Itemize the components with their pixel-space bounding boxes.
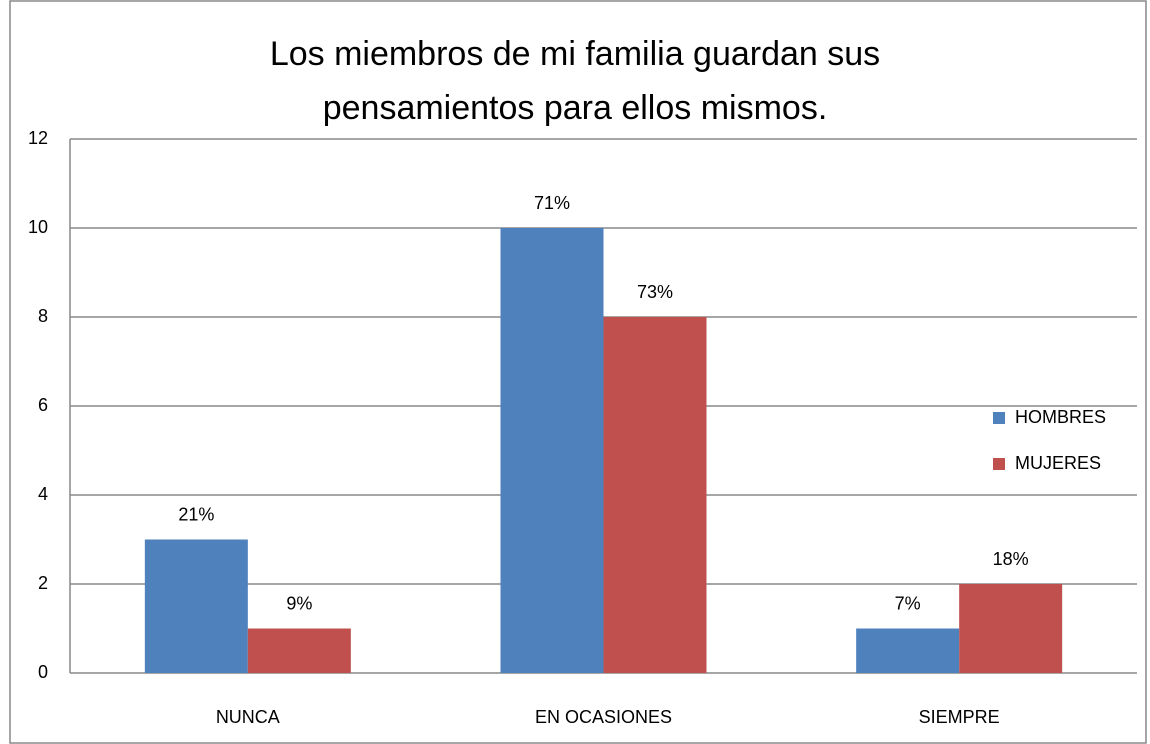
bar <box>856 628 960 673</box>
x-tick-label: EN OCASIONES <box>535 707 672 727</box>
bar <box>959 584 1063 673</box>
bar <box>603 317 707 673</box>
legend-label: MUJERES <box>1015 453 1101 473</box>
bar <box>144 539 248 673</box>
y-tick-label: 12 <box>28 128 48 148</box>
y-tick-label: 4 <box>38 484 48 504</box>
y-tick-label: 2 <box>38 573 48 593</box>
legend-label: HOMBRES <box>1015 407 1106 427</box>
x-tick-label: NUNCA <box>216 707 280 727</box>
data-label: 18% <box>993 549 1029 569</box>
data-label: 71% <box>534 193 570 213</box>
y-tick-label: 0 <box>38 662 48 682</box>
legend-swatch <box>993 458 1005 470</box>
chart-title: Los miembros de mi familia guardan sus <box>270 35 880 73</box>
bar <box>247 628 351 673</box>
data-label: 7% <box>895 593 921 613</box>
bar <box>500 228 604 673</box>
x-tick-label: SIEMPRE <box>919 707 1000 727</box>
y-tick-label: 10 <box>28 217 48 237</box>
y-tick-label: 8 <box>38 306 48 326</box>
data-label: 9% <box>286 593 312 613</box>
legend-swatch <box>993 412 1005 424</box>
chart-title: pensamientos para ellos mismos. <box>323 89 828 127</box>
y-tick-label: 6 <box>38 395 48 415</box>
data-label: 21% <box>178 504 214 524</box>
data-label: 73% <box>637 282 673 302</box>
